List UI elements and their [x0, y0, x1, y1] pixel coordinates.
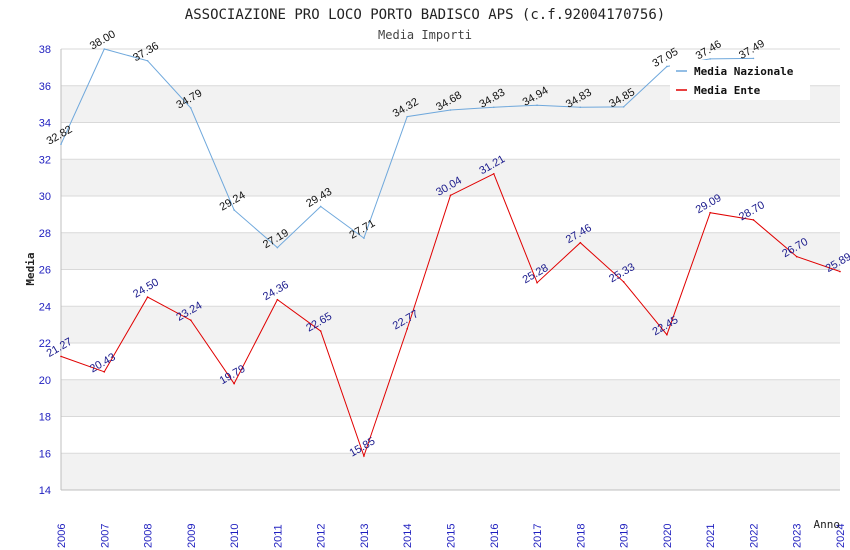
y-tick-label: 32: [39, 154, 51, 166]
data-point: [146, 296, 149, 298]
y-tick-label: 30: [39, 191, 51, 203]
data-point: [276, 246, 279, 249]
x-tick-label: 2018: [575, 524, 587, 548]
x-tick-label: 2024: [835, 524, 847, 548]
chart-title: ASSOCIAZIONE PRO LOCO PORTO BADISCO APS …: [185, 7, 665, 23]
x-tick-label: 2006: [56, 524, 68, 548]
y-tick-label: 22: [39, 338, 51, 350]
y-axis-ticks: 14 16 18 20 22 24 26 28 30 32 34 36 38: [39, 44, 51, 497]
data-point: [276, 298, 279, 301]
data-point: [622, 281, 625, 283]
y-tick-label: 18: [39, 412, 51, 424]
y-tick-label: 20: [39, 375, 51, 387]
plot-band: [61, 306, 840, 343]
x-tick-label: 2010: [229, 524, 241, 548]
data-point: [752, 219, 755, 221]
data-point: [406, 115, 409, 118]
y-tick-label: 26: [39, 265, 51, 277]
y-tick-label: 36: [39, 81, 51, 93]
data-point: [579, 106, 582, 109]
plot-band: [61, 269, 840, 307]
data-point: [622, 106, 625, 108]
y-tick-label: 16: [39, 448, 51, 460]
x-tick-label: 2021: [705, 524, 717, 548]
data-point: [709, 58, 711, 60]
y-tick-label: 14: [39, 485, 51, 497]
data-point: [190, 319, 192, 322]
x-tick-label: 2019: [619, 524, 631, 548]
plot-band: [61, 453, 840, 490]
data-point: [795, 255, 798, 258]
data-point: [60, 355, 62, 358]
plot-band: [61, 122, 840, 160]
series-lines: [60, 48, 841, 458]
data-point: [103, 371, 106, 373]
data-point: [363, 237, 365, 239]
data-point: [666, 65, 668, 68]
x-tick-label: 2011: [272, 524, 284, 548]
x-tick-label: 2013: [359, 524, 371, 548]
data-point: [666, 333, 668, 336]
x-tick-label: 2007: [99, 524, 111, 548]
plot-background: [61, 49, 840, 490]
plot-band: [61, 343, 840, 380]
data-point: [190, 107, 192, 109]
data-point: [492, 106, 495, 109]
data-point: [839, 270, 841, 273]
data-point: [449, 109, 452, 111]
x-tick-label: 2020: [662, 524, 674, 548]
legend-box: [670, 60, 810, 100]
data-point: [103, 48, 106, 50]
data-point: [709, 211, 711, 214]
data-point: [752, 57, 755, 60]
x-tick-label: 2023: [792, 524, 804, 548]
data-point: [319, 205, 322, 208]
data-point: [146, 59, 149, 62]
legend-label: Media Nazionale: [694, 65, 794, 78]
x-tick-label: 2015: [446, 524, 458, 548]
plot-band: [61, 379, 840, 417]
plot-band: [61, 196, 840, 233]
data-point: [319, 330, 322, 332]
x-tick-label: 2012: [316, 524, 328, 548]
plot-band: [61, 159, 840, 196]
data-point: [233, 209, 235, 211]
x-axis-ticks: 2006 2007 2008 2009 2010 2011 2012 2013 2014 2015…: [56, 524, 847, 548]
chart-subtitle: Media Importi: [378, 28, 472, 42]
x-tick-label: 2014: [402, 524, 414, 548]
legend-label: Media Ente: [694, 84, 761, 97]
x-tick-label: 2008: [143, 524, 155, 548]
x-tick-label: 2009: [186, 524, 198, 548]
y-tick-label: 34: [39, 118, 51, 130]
data-point: [60, 143, 62, 145]
data-point: [579, 241, 582, 244]
data-point: [449, 194, 452, 197]
y-tick-label: 24: [39, 301, 51, 313]
legend: Media Nazionale Media Ente: [670, 60, 810, 100]
y-tick-label: 28: [39, 228, 51, 240]
data-point: [536, 104, 538, 107]
x-tick-label: 2016: [489, 524, 501, 548]
plot-band: [61, 416, 840, 454]
plot-band: [61, 232, 840, 270]
y-axis-label: Media: [24, 252, 37, 285]
data-point: [233, 382, 235, 385]
y-tick-label: 38: [39, 44, 51, 56]
data-point: [492, 172, 495, 175]
x-axis-label: Anno: [814, 518, 841, 531]
data-point: [536, 281, 538, 284]
x-tick-label: 2017: [532, 524, 544, 548]
grid-lines: [60, 48, 840, 491]
x-tick-label: 2022: [748, 524, 760, 548]
data-point: [406, 328, 409, 330]
data-point: [363, 455, 365, 457]
